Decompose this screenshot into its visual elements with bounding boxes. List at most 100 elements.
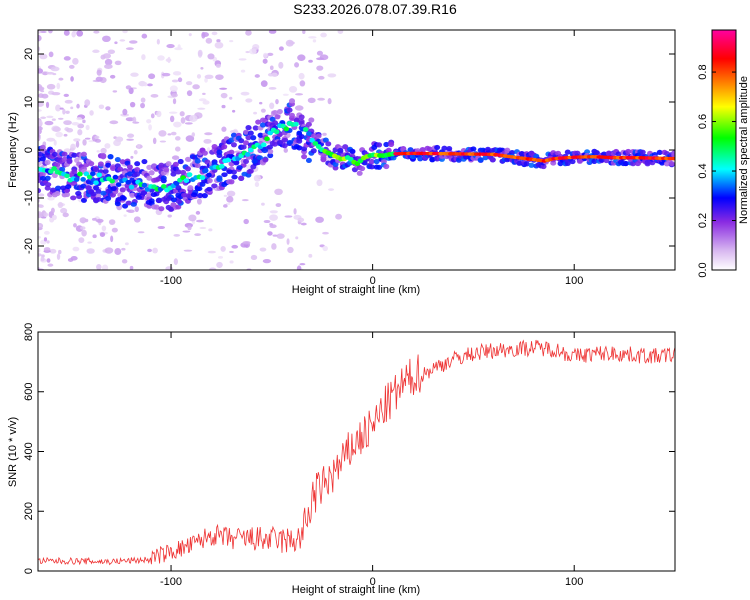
- spectrogram-speckle: [41, 93, 49, 99]
- spectrogram-band-cell: [373, 158, 380, 165]
- spectrogram-speckle: [337, 30, 344, 34]
- spectrogram-speckle: [96, 150, 100, 153]
- spectrogram-speckle: [263, 219, 271, 224]
- spectrogram-branch-cell: [175, 199, 183, 205]
- spectrogram-band-cell: [368, 164, 375, 170]
- spectrogram-branch-cell: [65, 184, 72, 190]
- spectrogram-speckle: [278, 46, 284, 51]
- spectrogram-band-cell: [238, 138, 245, 144]
- spectrogram-speckle: [196, 219, 204, 223]
- spectrogram-band-cell: [107, 153, 114, 160]
- spectrogram-speckle: [77, 123, 85, 129]
- snr-x-tick-label: 100: [565, 576, 583, 588]
- spectrogram-speckle: [297, 217, 305, 223]
- spectrogram-speckle: [65, 110, 70, 114]
- spectrogram-speckle: [171, 155, 180, 160]
- spectrogram-speckle: [137, 231, 145, 234]
- spectrogram-band-cell: [230, 169, 237, 175]
- spectrogram-ridge-cell: [309, 137, 315, 143]
- spectrogram-speckle: [226, 196, 234, 203]
- spectrogram-speckle: [39, 53, 48, 60]
- spectrogram-speckle: [96, 218, 104, 223]
- spectrogram-band-cell: [175, 204, 182, 210]
- spectrogram-speckle: [40, 116, 47, 120]
- spectrogram-speckle: [148, 73, 156, 80]
- spectrogram-speckle: [57, 117, 64, 120]
- spectrogram-speckle: [171, 93, 178, 98]
- spectrogram-speckle: [173, 121, 182, 128]
- spectrogram-speckle: [49, 248, 57, 254]
- spectrogram-band-cell: [117, 166, 124, 172]
- spectrogram-speckle: [250, 254, 258, 261]
- spectrogram-band-cell: [325, 141, 332, 147]
- spectrogram-speckle: [38, 101, 44, 107]
- spectrogram-band-cell: [141, 158, 148, 165]
- snr-x-axis: -100 0 100: [160, 332, 583, 588]
- spectrogram-band-cell: [80, 197, 87, 203]
- spectrogram-speckle: [157, 55, 165, 61]
- spectrogram-speckle: [80, 226, 86, 230]
- spectrogram-band-cell: [267, 148, 274, 155]
- spectrogram-speckle: [215, 74, 224, 80]
- spectrogram-speckle: [63, 56, 71, 61]
- spectrogram-speckle: [126, 138, 134, 141]
- spectrogram-speckle: [46, 137, 56, 142]
- colorbar-tick-label: 0.4: [697, 163, 709, 178]
- spectrogram-speckle: [47, 196, 55, 201]
- spectrogram-speckle: [70, 106, 74, 110]
- spectrogram-speckle: [204, 74, 214, 79]
- spectrogram-speckle: [70, 143, 76, 151]
- spectrogram-speckle: [43, 212, 49, 218]
- spectrogram-speckle: [152, 137, 157, 145]
- spectrogram-band-cell: [301, 154, 308, 160]
- spectrogram-band-cell: [625, 148, 632, 155]
- spectrogram-speckle: [150, 113, 155, 119]
- spectrogram-band-cell: [184, 156, 191, 162]
- spectrogram-speckle: [102, 53, 112, 59]
- spectrogram-speckle: [225, 202, 231, 206]
- spectrogram-speckle: [275, 203, 282, 208]
- spectrogram-ridge-cell: [109, 178, 115, 184]
- spectrogram-band-cell: [385, 147, 392, 153]
- spectrogram-speckle: [124, 242, 129, 246]
- spectrogram-speckle: [137, 143, 141, 148]
- spectrogram-band-cell: [252, 125, 259, 131]
- spectrogram-speckle: [238, 58, 247, 61]
- spectrogram-band-cell: [66, 158, 73, 164]
- spectrogram-ridge-cell: [315, 144, 322, 149]
- spectrogram-speckle: [180, 117, 186, 124]
- spectrogram-band-cell: [109, 165, 116, 172]
- spectrogram-speckle: [96, 264, 102, 270]
- spectrogram-branch-cell: [216, 177, 223, 183]
- spectrogram-band-cell: [134, 171, 141, 177]
- spectrogram-band-cell: [349, 148, 356, 154]
- spectrogram-speckle: [101, 225, 107, 232]
- spectrogram-branch-cell: [145, 200, 153, 205]
- colorbar-tick-label: 0.0: [697, 262, 709, 277]
- spectrogram-band-cell: [489, 157, 496, 163]
- spectrogram-band-cell: [622, 160, 629, 167]
- spectrogram-speckle: [63, 30, 70, 36]
- spectrogram-speckle: [219, 87, 228, 90]
- spectrogram-band-cell: [109, 182, 116, 188]
- spectrogram-band-cell: [230, 142, 237, 148]
- spectrogram-band-cell: [114, 156, 121, 163]
- spectrogram-band-cell: [272, 109, 279, 116]
- spectrogram-band-cell: [165, 161, 172, 167]
- spectrogram-speckle: [318, 75, 325, 80]
- spectrogram-band-cell: [388, 141, 395, 148]
- spectrogram-band-cell: [540, 163, 547, 170]
- spectrogram-branch-cell: [155, 198, 163, 204]
- spectrogram-band-cell: [288, 98, 295, 104]
- spectrogram-band-cell: [163, 167, 170, 173]
- spectrogram-band-cell: [247, 130, 254, 136]
- spectrogram-speckle: [295, 236, 299, 240]
- spectrogram-ridge-cell: [260, 142, 267, 148]
- spectrogram-speckle: [211, 31, 218, 36]
- spectrogram-speckle: [294, 105, 304, 111]
- spectrogram-speckle: [208, 267, 217, 270]
- spectrogram-ridge-cell: [173, 181, 180, 186]
- spectrogram-speckle: [308, 59, 313, 63]
- spectrogram-speckle: [286, 238, 290, 245]
- spectrogram-speckle: [197, 107, 206, 110]
